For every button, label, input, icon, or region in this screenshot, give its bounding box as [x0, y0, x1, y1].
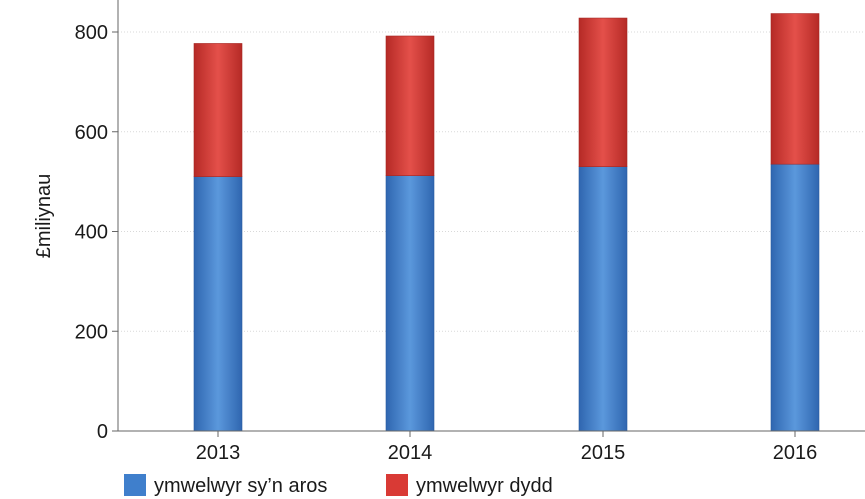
bar-staying-2016 [770, 163, 820, 432]
bar-staying-2014 [385, 175, 435, 432]
axes [117, 0, 865, 432]
y-axis-title: £miliynau [33, 174, 55, 258]
y-tick-label: 200 [75, 321, 108, 343]
y-tick-label: 400 [75, 222, 108, 244]
legend: ymwelwyr sy’n aros ymwelwyr dydd [124, 474, 553, 497]
legend-swatch-day [386, 474, 408, 496]
legend-swatch-staying [124, 474, 146, 496]
bar-staying-2015 [578, 166, 628, 432]
bar-day-2016 [770, 13, 820, 165]
bar-day-2015 [578, 17, 628, 167]
x-tick-label: 2016 [773, 442, 818, 464]
legend-label-day: ymwelwyr dydd [416, 475, 553, 497]
x-tick-label: 2014 [388, 442, 433, 464]
y-tick-label: 0 [97, 421, 108, 443]
bars [193, 13, 820, 432]
bar-day-2014 [385, 35, 435, 176]
y-tick-label: 800 [75, 22, 108, 44]
y-tick-labels: 0 200 400 600 800 [75, 22, 118, 443]
bar-day-2013 [193, 43, 243, 177]
x-tick-label: 2013 [196, 442, 241, 464]
x-tick-label: 2015 [581, 442, 626, 464]
bar-staying-2013 [193, 176, 243, 432]
x-tick-labels: 2013 2014 2015 2016 [196, 431, 818, 464]
y-tick-label: 600 [75, 122, 108, 144]
legend-label-staying: ymwelwyr sy’n aros [154, 475, 327, 497]
